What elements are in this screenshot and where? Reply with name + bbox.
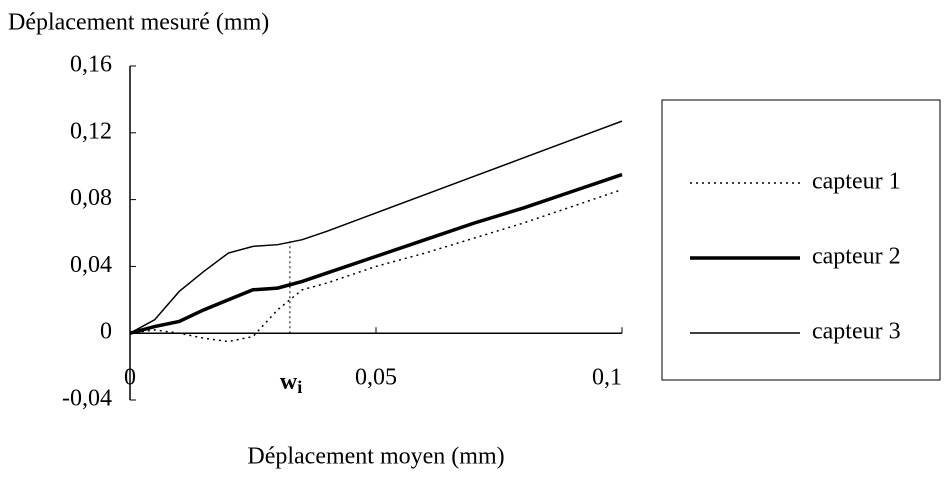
annotation-text: w [280, 369, 298, 395]
legend-box [661, 99, 941, 381]
y-tick-label: 0 [100, 319, 112, 345]
y-tick-label: -0,04 [62, 386, 112, 412]
y-tick-label: 0,16 [70, 52, 112, 78]
annotation-sub: i [297, 377, 302, 397]
line-series [129, 172, 623, 335]
annotation: wi [280, 369, 302, 398]
line-series [129, 120, 623, 334]
legend-label: capteur 2 [812, 244, 901, 270]
legend-label: capteur 3 [812, 319, 901, 345]
x-tick-label: 0,1 [592, 365, 622, 391]
x-tick-label: 0,05 [355, 365, 397, 391]
y-axis-title: Déplacement mesuré (mm) [8, 10, 269, 36]
y-tick-label: 0,12 [70, 118, 112, 144]
y-tick-label: 0,04 [70, 252, 112, 278]
x-axis-title: Déplacement moyen (mm) [247, 444, 504, 470]
y-tick-label: 0,08 [70, 185, 112, 211]
legend-label: capteur 1 [812, 169, 901, 195]
x-tick-label: 0 [124, 365, 136, 391]
line-series [129, 188, 623, 343]
